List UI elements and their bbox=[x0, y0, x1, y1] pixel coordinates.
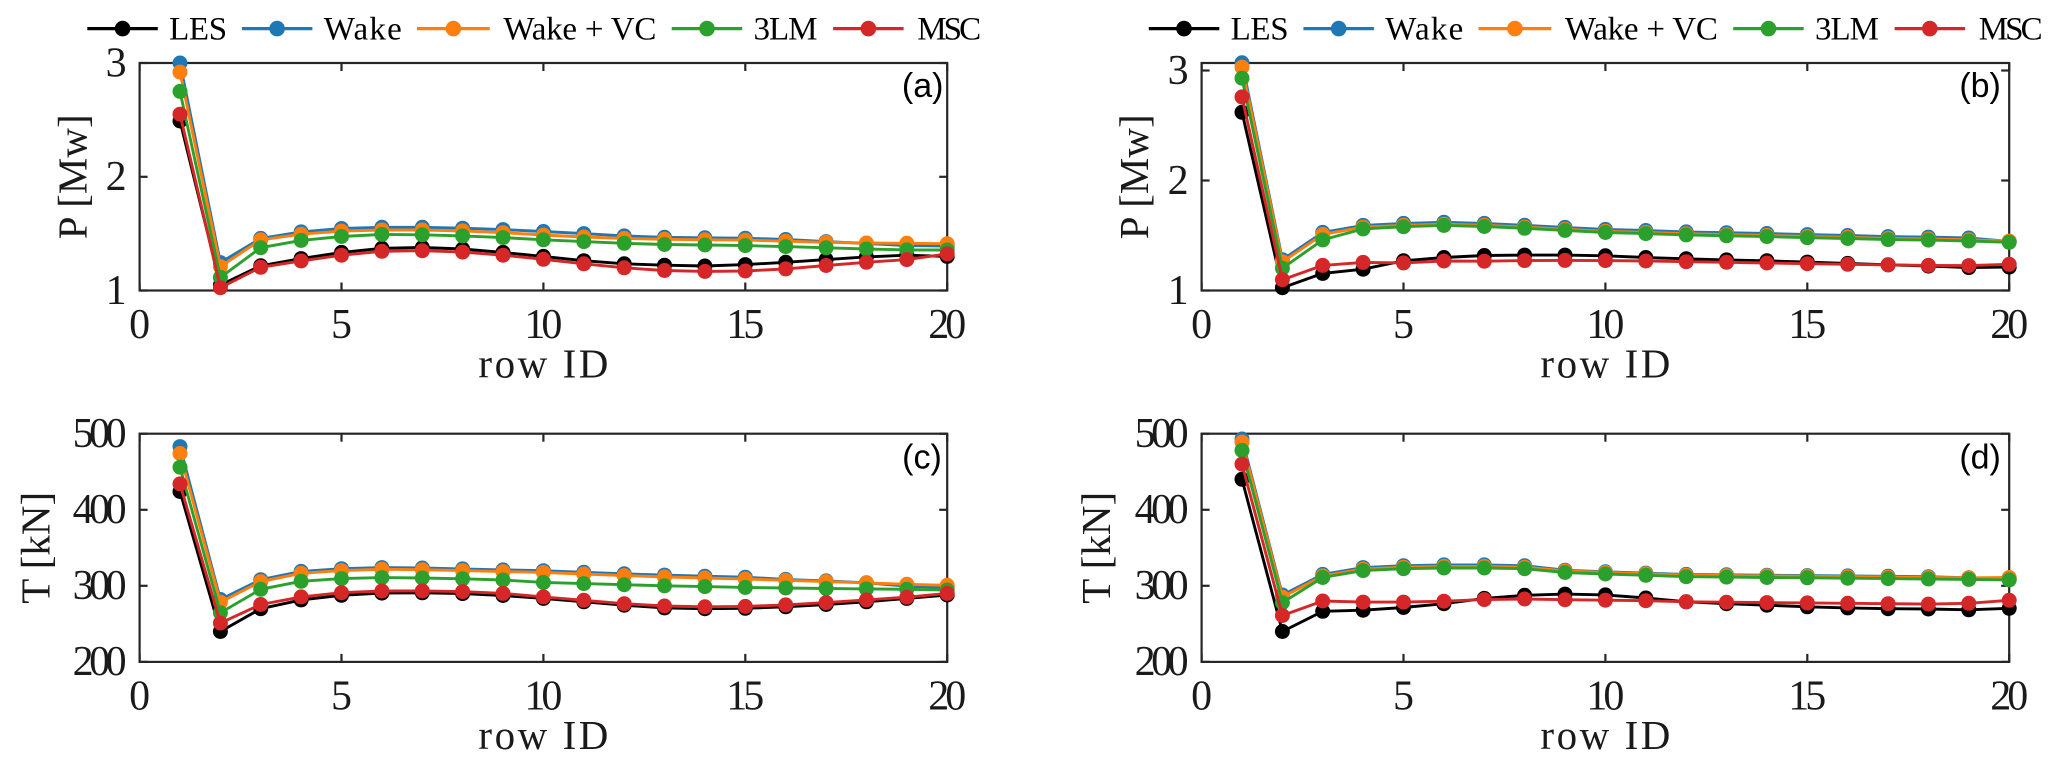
svg-text:Wake + VC: Wake + VC bbox=[1565, 12, 1718, 48]
svg-text:20: 20 bbox=[928, 302, 966, 348]
svg-text:300: 300 bbox=[73, 563, 127, 609]
svg-text:2: 2 bbox=[106, 154, 127, 200]
svg-text:10: 10 bbox=[524, 302, 562, 348]
svg-text:400: 400 bbox=[1135, 487, 1189, 533]
svg-text:row ID: row ID bbox=[1540, 341, 1670, 387]
svg-text:15: 15 bbox=[1788, 674, 1826, 720]
svg-text:MSC: MSC bbox=[917, 12, 981, 48]
svg-text:10: 10 bbox=[1586, 302, 1624, 348]
svg-text:200: 200 bbox=[73, 639, 127, 685]
svg-text:(b): (b) bbox=[1959, 67, 2001, 105]
svg-text:Wake + VC: Wake + VC bbox=[503, 12, 656, 48]
svg-text:15: 15 bbox=[1788, 302, 1826, 348]
svg-text:15: 15 bbox=[726, 302, 764, 348]
svg-text:0: 0 bbox=[1191, 302, 1212, 348]
svg-text:1: 1 bbox=[106, 268, 127, 314]
svg-text:3LM: 3LM bbox=[1815, 12, 1879, 48]
svg-text:row ID: row ID bbox=[1540, 712, 1670, 758]
svg-text:3: 3 bbox=[1168, 48, 1189, 94]
svg-text:row ID: row ID bbox=[478, 341, 608, 387]
svg-text:LES: LES bbox=[169, 12, 227, 48]
svg-text:P [Mw]: P [Mw] bbox=[50, 114, 96, 239]
svg-text:5: 5 bbox=[1393, 302, 1414, 348]
svg-text:20: 20 bbox=[1990, 302, 2028, 348]
svg-text:Wake: Wake bbox=[324, 12, 402, 48]
svg-text:500: 500 bbox=[1135, 411, 1189, 457]
svg-text:5: 5 bbox=[331, 674, 352, 720]
svg-text:400: 400 bbox=[73, 487, 127, 533]
svg-text:20: 20 bbox=[1990, 674, 2028, 720]
svg-text:row ID: row ID bbox=[478, 712, 608, 758]
svg-text:2: 2 bbox=[1168, 158, 1189, 204]
svg-text:0: 0 bbox=[129, 674, 150, 720]
svg-text:3: 3 bbox=[106, 40, 127, 86]
svg-text:0: 0 bbox=[1191, 674, 1212, 720]
svg-text:(d): (d) bbox=[1959, 439, 2001, 477]
svg-text:T [kN]: T [kN] bbox=[1073, 492, 1119, 604]
svg-text:(c): (c) bbox=[902, 439, 942, 477]
svg-text:10: 10 bbox=[1586, 674, 1624, 720]
svg-text:P [Mw]: P [Mw] bbox=[1111, 114, 1157, 239]
svg-text:3LM: 3LM bbox=[754, 12, 818, 48]
svg-text:0: 0 bbox=[129, 302, 150, 348]
svg-text:MSC: MSC bbox=[1979, 12, 2043, 48]
svg-text:10: 10 bbox=[524, 674, 562, 720]
svg-text:500: 500 bbox=[73, 411, 127, 457]
svg-text:(a): (a) bbox=[902, 67, 944, 105]
svg-text:Wake: Wake bbox=[1385, 12, 1463, 48]
svg-text:200: 200 bbox=[1135, 639, 1189, 685]
svg-text:LES: LES bbox=[1231, 12, 1289, 48]
svg-text:5: 5 bbox=[331, 302, 352, 348]
svg-text:T [kN]: T [kN] bbox=[13, 492, 59, 604]
svg-text:15: 15 bbox=[726, 674, 764, 720]
svg-text:1: 1 bbox=[1168, 268, 1189, 314]
svg-text:300: 300 bbox=[1135, 563, 1189, 609]
svg-text:5: 5 bbox=[1393, 674, 1414, 720]
svg-text:20: 20 bbox=[928, 674, 966, 720]
